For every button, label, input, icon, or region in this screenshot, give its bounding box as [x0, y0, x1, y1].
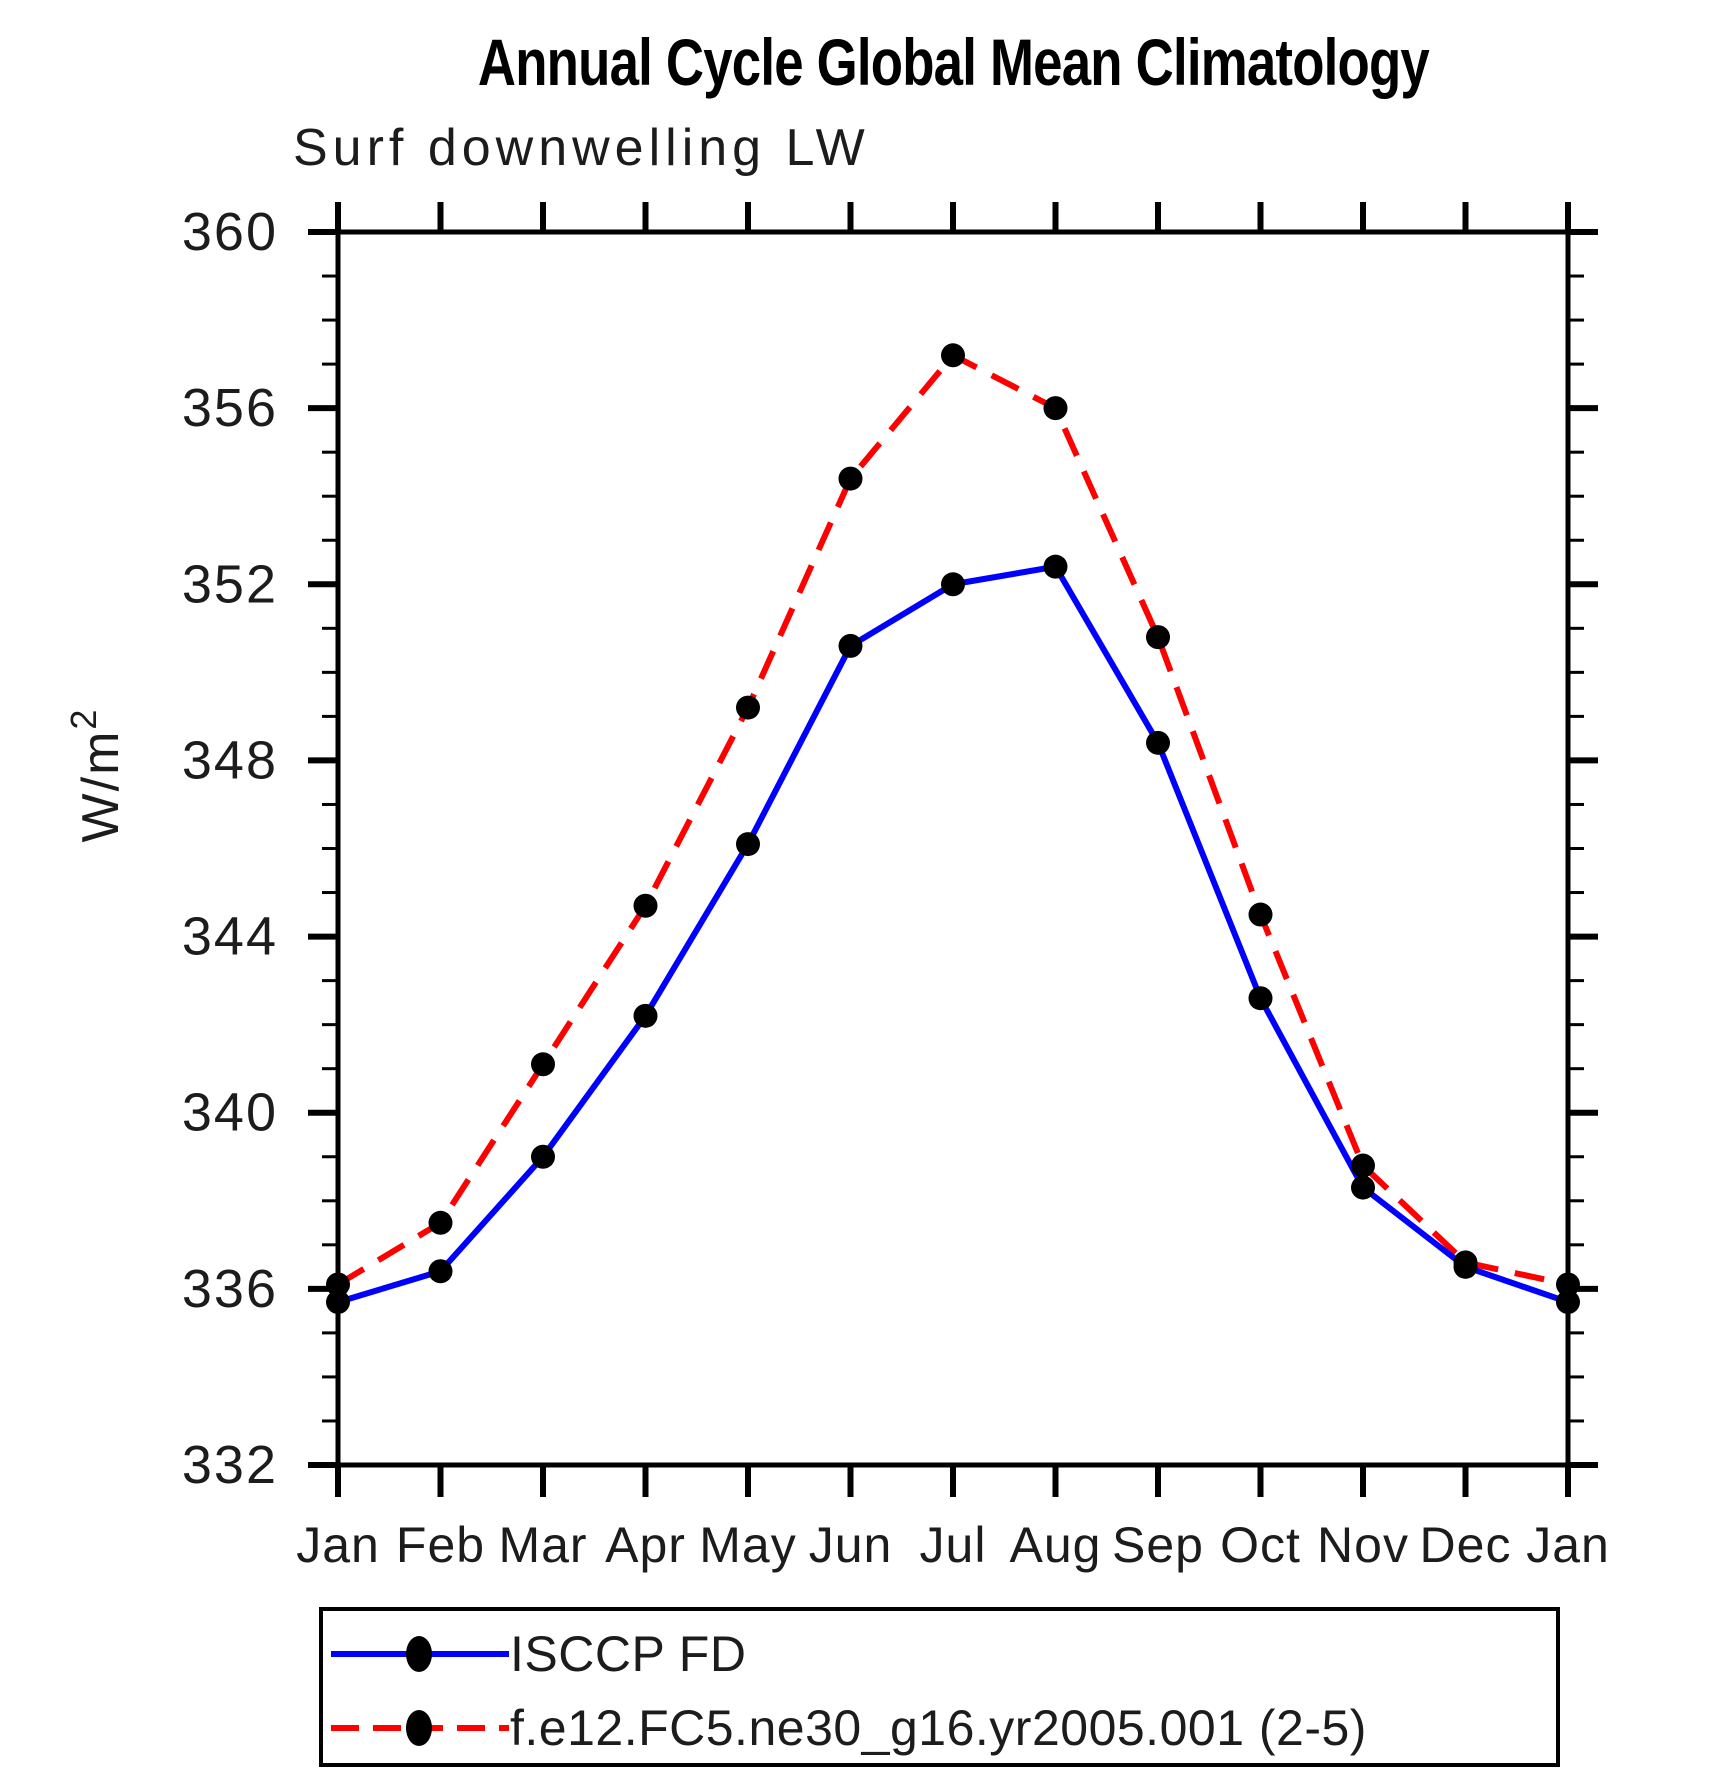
data-point-model — [838, 466, 863, 491]
x-tick-label: May — [699, 1517, 796, 1573]
y-tick-label: 340 — [182, 1083, 278, 1143]
x-tick-label: Nov — [1317, 1517, 1409, 1573]
data-point-model — [1556, 1272, 1580, 1297]
data-point-isccp-fd — [838, 633, 863, 658]
legend-marker-isccp — [406, 1636, 432, 1672]
y-axis-label: W/m2 — [63, 708, 130, 843]
chart-canvas: Jan Feb Mar Apr May Jun Jul Aug Sep Oct Nov Dec Jan3… — [63, 202, 1610, 1573]
x-tick-label: Aug — [1010, 1517, 1102, 1573]
legend-entry-isccp: ISCCP FD — [323, 1619, 746, 1689]
x-tick-label: Mar — [498, 1517, 587, 1573]
series-line-model — [336, 351, 1569, 1288]
data-point-isccp-fd — [1351, 1175, 1375, 1200]
y-tick-label: 352 — [182, 554, 278, 614]
legend-box: ISCCP FD f.e12.FC5.ne30_g16.yr2005.001 (… — [319, 1607, 1560, 1767]
x-tick-label: Dec — [1420, 1517, 1512, 1573]
x-tick-label: Feb — [396, 1517, 485, 1573]
x-tick-label: Jul — [920, 1517, 987, 1573]
legend-entry-model: f.e12.FC5.ne30_g16.yr2005.001 (2-5) — [323, 1693, 1367, 1763]
x-tick-label: Apr — [605, 1517, 686, 1573]
data-point-model — [633, 893, 658, 918]
figure-subtitle: Surf downwelling LW — [293, 119, 870, 177]
data-point-isccp-fd — [1043, 554, 1068, 579]
data-point-isccp-fd — [1453, 1254, 1478, 1279]
y-tick-label: 332 — [182, 1435, 278, 1495]
legend-line-sample-model — [331, 1710, 509, 1746]
x-tick-label: Jan — [1526, 1517, 1610, 1573]
x-tick-label: Jun — [809, 1517, 893, 1573]
data-point-isccp-fd — [428, 1259, 453, 1284]
data-point-model — [1043, 396, 1068, 421]
series-line-isccp-fd — [337, 563, 1569, 1305]
y-tick-label: 356 — [182, 378, 278, 438]
x-tick-label: Sep — [1112, 1517, 1204, 1573]
data-point-isccp-fd — [531, 1144, 555, 1169]
data-point-model — [1248, 902, 1273, 927]
y-tick-label: 336 — [182, 1259, 278, 1319]
data-point-isccp-fd — [736, 832, 760, 857]
data-point-isccp-fd — [1146, 730, 1170, 755]
plot-frame — [335, 229, 1571, 1468]
data-point-model — [428, 1210, 453, 1235]
x-tick-label: Oct — [1220, 1517, 1301, 1573]
x-tick-label: Jan — [296, 1517, 380, 1573]
legend-line-sample-isccp — [331, 1636, 509, 1672]
data-point-model — [1351, 1153, 1375, 1178]
y-tick-label: 348 — [182, 730, 278, 790]
data-point-isccp-fd — [941, 572, 965, 597]
legend-label-model: f.e12.FC5.ne30_g16.yr2005.001 (2-5) — [510, 1700, 1367, 1756]
figure-title: Annual Cycle Global Mean Climatology — [477, 25, 1429, 99]
legend-marker-model — [406, 1710, 432, 1746]
data-point-model — [326, 1272, 350, 1297]
data-point-isccp-fd — [633, 1003, 658, 1028]
data-point-isccp-fd — [326, 1290, 350, 1315]
y-tick-label: 360 — [182, 202, 278, 262]
data-point-model — [531, 1052, 555, 1077]
data-point-isccp-fd — [1248, 986, 1273, 1011]
figure-title-container: Annual Cycle Global Mean Climatology — [338, 24, 1568, 100]
y-tick-label: 344 — [182, 907, 278, 967]
data-point-model — [941, 343, 965, 368]
data-point-model — [1146, 625, 1170, 650]
data-point-isccp-fd — [1556, 1290, 1580, 1315]
data-point-model — [736, 695, 760, 720]
legend-label-isccp: ISCCP FD — [510, 1626, 747, 1682]
